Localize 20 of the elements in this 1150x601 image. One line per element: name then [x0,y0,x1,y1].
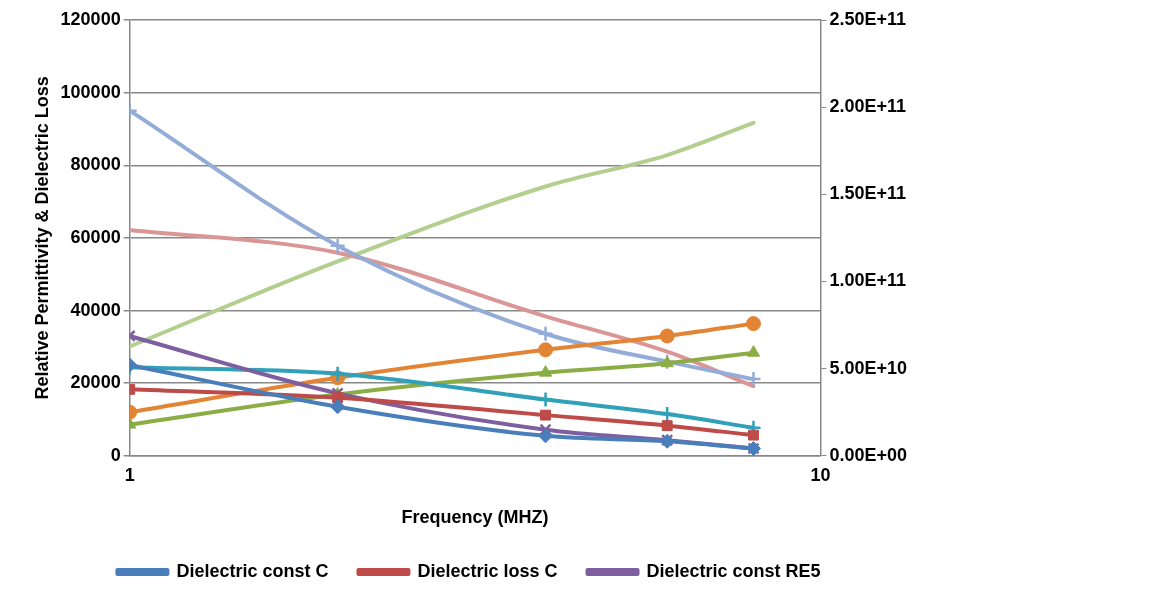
y-tick-label: 80000 [70,154,121,175]
y2-tick-label: 2.00E+11 [829,96,907,117]
y-tick-label: 20000 [70,372,121,393]
y2-tick-label: 5.00E+10 [829,357,908,378]
y-tick-label: 120000 [60,8,121,29]
x-tick-label: 10 [810,464,831,485]
y-axis-title: Relative Permittivity & Dielectric Loss [31,76,52,400]
legend-label: Dielectric loss C [417,560,558,581]
y-tick-label: 60000 [70,226,121,247]
y-tick-label: 40000 [70,299,121,320]
x-axis-title: Frequency (MHZ) [401,507,549,528]
y2-tick-label: 2.50E+11 [829,8,907,29]
y2-tick-label: 1.50E+11 [829,183,907,204]
y2-tick-label: 1.00E+11 [829,270,907,291]
x-tick-label: 1 [124,464,135,485]
y2-tick-label: 0.00E+00 [829,444,908,465]
legend-label: Dielectric const C [176,560,329,581]
y-tick-label: 100000 [60,81,121,102]
y-tick-label: 0 [110,444,121,465]
legend-label: Dielectric const RE5 [646,560,821,581]
